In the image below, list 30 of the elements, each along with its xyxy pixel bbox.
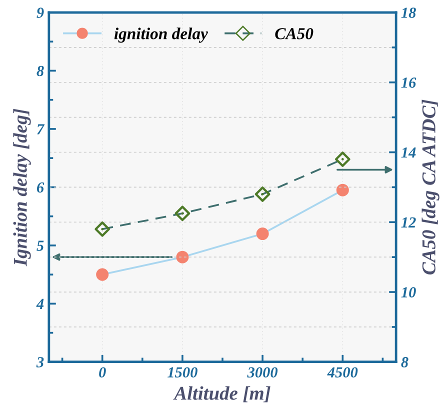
point [94, 221, 110, 237]
y-tick-label: 4 [36, 298, 44, 309]
point [256, 228, 269, 240]
y2-tick-label: 14 [401, 147, 416, 158]
y2-tick-label: 10 [401, 287, 416, 298]
y-tick-label: 7 [37, 124, 45, 134]
x-tick-label: 3000 [247, 367, 278, 378]
y-tick-label: 5 [36, 240, 44, 251]
y2-tick-label: 12 [401, 217, 416, 228]
y-tick-label: 6 [36, 182, 44, 193]
point [336, 184, 349, 196]
x-tick-label: 1500 [168, 367, 198, 378]
y2-tick-label: 16 [401, 78, 416, 88]
legend-label: CA50 [275, 28, 314, 40]
legend-label: ignition delay [114, 28, 208, 43]
point [174, 206, 190, 222]
y2-tick-label: 8 [401, 357, 408, 368]
y-tick-label: 8 [36, 66, 44, 76]
x-tick-label: 0 [99, 367, 106, 378]
y-axis-title: Ignition delay [deg] [13, 108, 31, 266]
y2-tick-label: 18 [401, 8, 416, 18]
point [176, 250, 189, 264]
y-tick-label: 3 [36, 357, 44, 368]
x-axis-title: Altitude [m] [173, 386, 270, 402]
y2-axis-title: CA50 [deg CA ATDC] [422, 100, 440, 274]
point [96, 268, 109, 281]
point [334, 152, 350, 167]
y-tick-label: 9 [36, 8, 44, 18]
point [254, 186, 270, 202]
x-tick-label: 4500 [327, 367, 358, 378]
